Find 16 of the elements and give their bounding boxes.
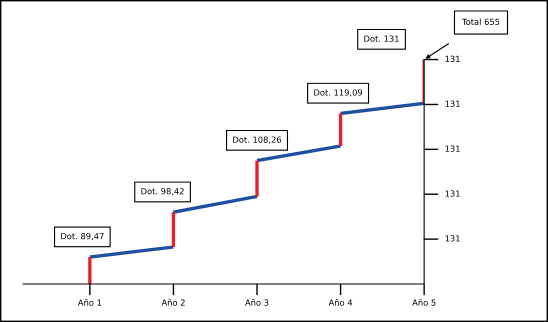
annotation: Dot. 119,09: [314, 89, 362, 97]
text: Total 655: [462, 18, 500, 25]
text: 131: [446, 235, 460, 242]
text: Dot. 131: [364, 35, 399, 42]
x-tick-label: Año 3: [245, 299, 268, 306]
text: 131: [446, 190, 460, 197]
x-tick-label: Año 4: [328, 299, 352, 306]
text: 131: [446, 100, 460, 107]
x-tick-label: Año 5: [412, 299, 436, 306]
text: 131: [446, 145, 460, 152]
annotation: Dot. 98,42: [141, 188, 184, 196]
annotation: Dot. 89,47: [61, 232, 104, 240]
text: 131: [446, 56, 460, 62]
x-tick-label: Año 1: [78, 299, 102, 306]
annotation: Dot. 108,26: [233, 136, 282, 144]
x-tick-label: Año 2: [161, 299, 185, 306]
